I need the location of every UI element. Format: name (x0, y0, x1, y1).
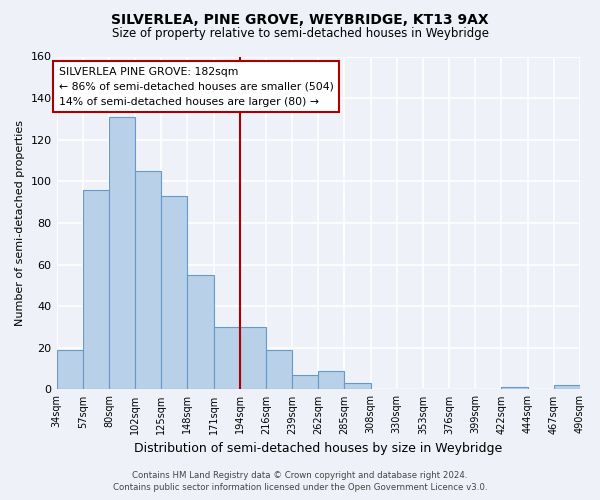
Bar (266, 350, 292, 390)
Text: Contains HM Land Registry data © Crown copyright and database right 2024.
Contai: Contains HM Land Registry data © Crown c… (113, 471, 487, 492)
Text: Size of property relative to semi-detached houses in Weybridge: Size of property relative to semi-detach… (112, 28, 488, 40)
Bar (292, 375, 318, 390)
Bar (240, 327, 266, 390)
Bar (83, 190, 109, 390)
Bar (502, 388, 527, 390)
Bar (214, 327, 240, 390)
Bar (187, 275, 214, 390)
Bar (56, 350, 83, 390)
Bar (135, 171, 161, 390)
Bar (554, 386, 580, 390)
Bar (109, 117, 135, 390)
Bar (344, 383, 371, 390)
Y-axis label: Number of semi-detached properties: Number of semi-detached properties (15, 120, 25, 326)
Bar (161, 196, 187, 390)
X-axis label: Distribution of semi-detached houses by size in Weybridge: Distribution of semi-detached houses by … (134, 442, 502, 455)
Bar (318, 370, 344, 390)
Text: SILVERLEA PINE GROVE: 182sqm
← 86% of semi-detached houses are smaller (504)
14%: SILVERLEA PINE GROVE: 182sqm ← 86% of se… (59, 67, 334, 106)
Text: SILVERLEA, PINE GROVE, WEYBRIDGE, KT13 9AX: SILVERLEA, PINE GROVE, WEYBRIDGE, KT13 9… (111, 12, 489, 26)
